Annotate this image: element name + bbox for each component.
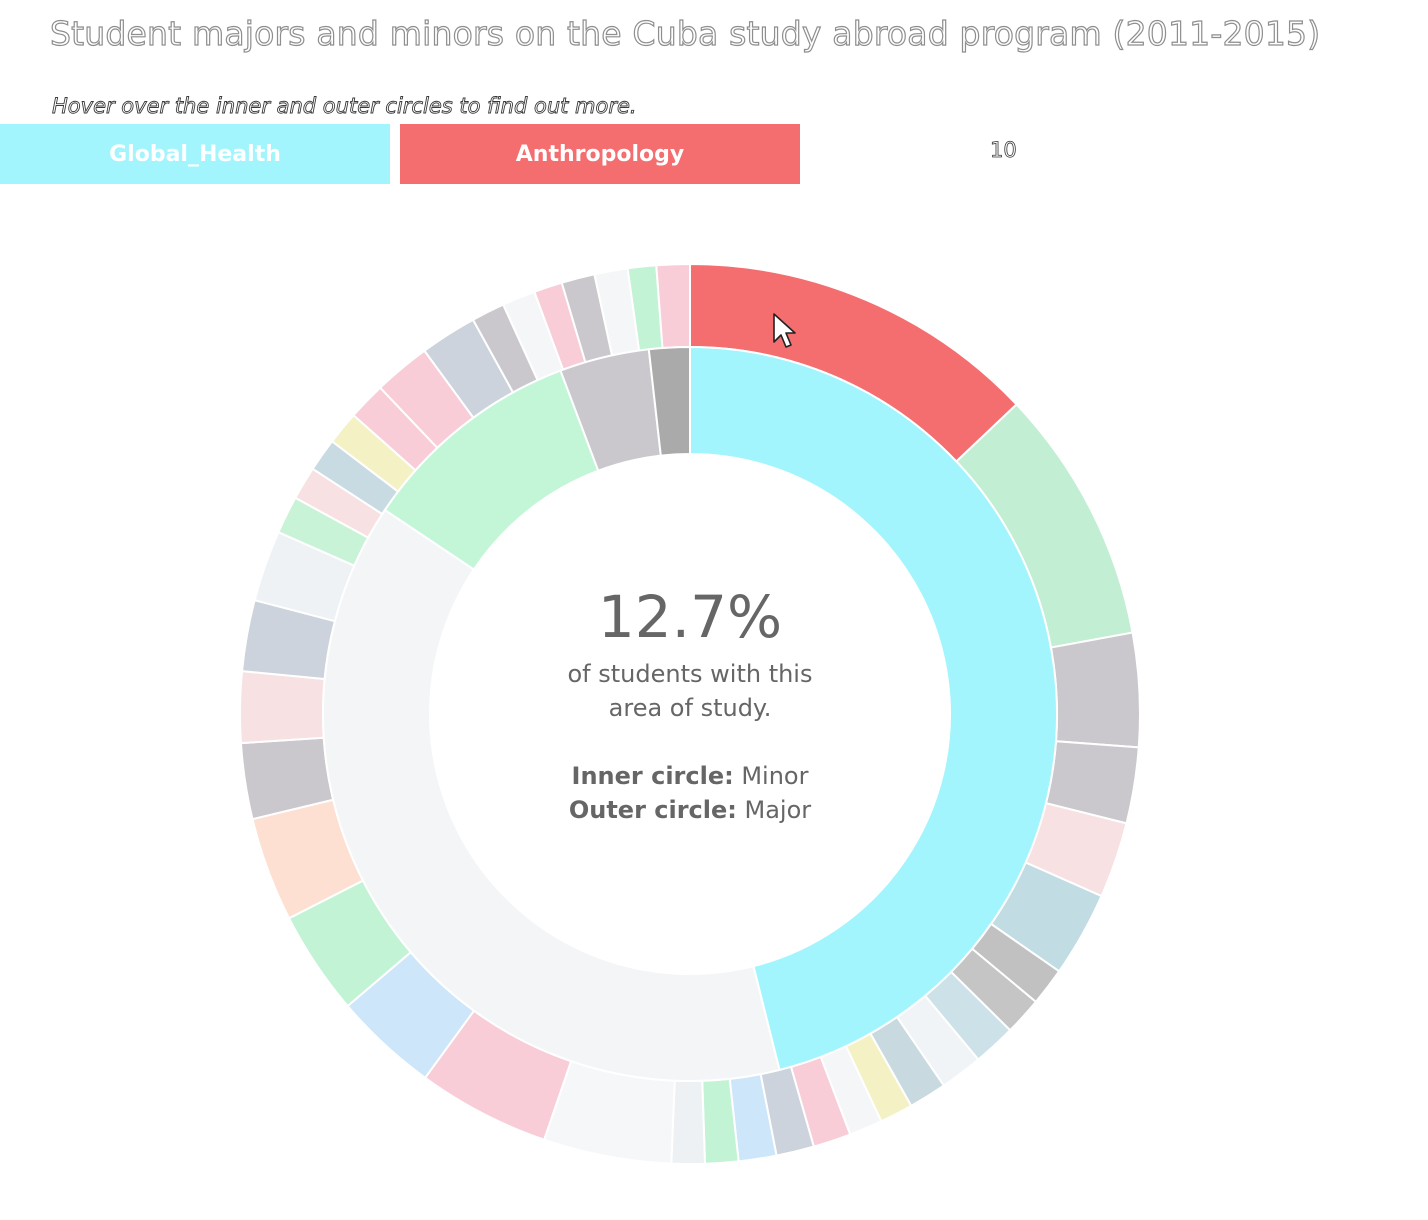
center-line-1: of students with this [568,660,813,688]
outer-ring-segment-3[interactable] [1049,631,1142,749]
inner-ring-segment-5[interactable] [647,345,691,457]
inner-ring-segment-1[interactable] [689,345,1058,1072]
outer-circle-legend: Outer circle: Major [569,796,811,824]
outer-circle-value: Major [745,796,812,824]
outer-ring-segment-41[interactable] [655,262,691,350]
chart-title: Student majors and minors on the Cuba st… [49,13,1321,53]
inner-circle-value: Minor [741,762,808,790]
inner-circle-legend: Inner circle: Minor [572,762,809,790]
inner-circle-label: Inner circle: [572,762,734,790]
breadcrumb-item-1: Global_Health [0,124,390,184]
mouse-cursor-icon [773,313,796,348]
inner-ring [322,345,1058,1082]
outer-ring-segment-18[interactable] [670,1079,707,1165]
outer-ring-segment-25[interactable] [238,670,326,745]
inner-ring-segment-2[interactable] [322,508,781,1082]
chart-subtitle: Hover over the inner and outer circles t… [52,94,638,119]
outer-circle-label: Outer circle: [569,796,737,824]
center-percentage: 12.7% [598,583,782,651]
breadcrumb-item-2: Anthropology [400,124,800,184]
breadcrumb-end-label: 10 [990,138,1018,163]
center-line-2: area of study. [609,694,772,722]
